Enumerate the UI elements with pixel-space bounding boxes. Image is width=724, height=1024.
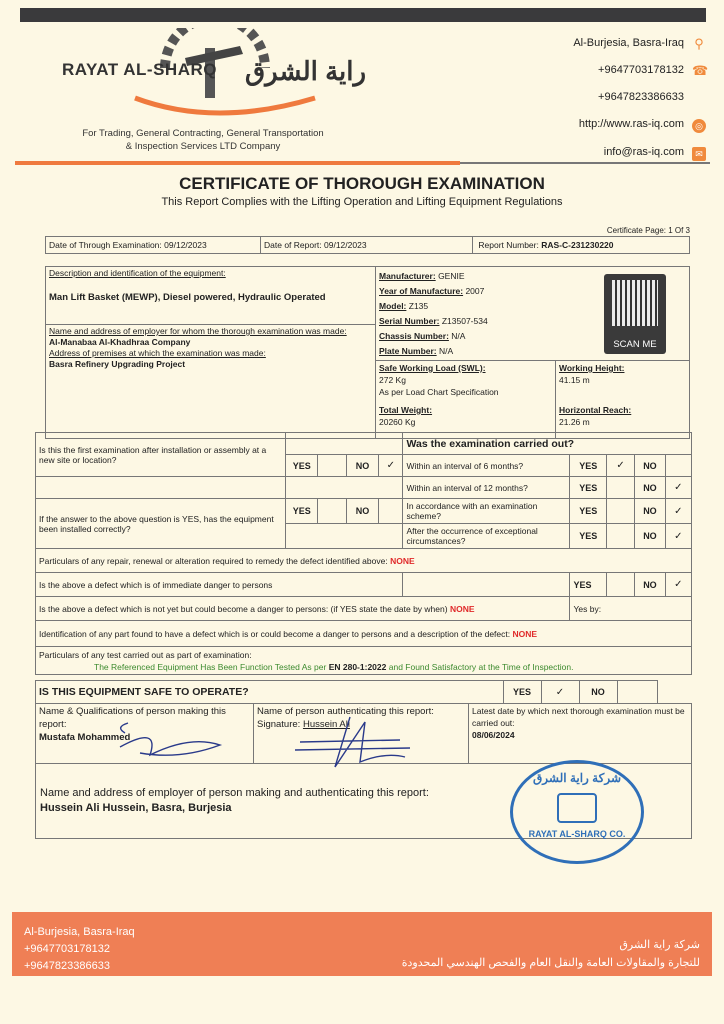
globe-icon: ◎ — [692, 119, 706, 133]
yes-by-field: Yes by: — [569, 596, 692, 621]
checkbox[interactable] — [317, 454, 347, 477]
location-pin-icon: ⚲ — [694, 36, 704, 51]
yes-label: YES — [285, 498, 319, 524]
checkbox-checked[interactable]: ✓ — [540, 680, 580, 704]
maker-signature — [119, 722, 223, 757]
examination-questions: Is this the first examination after inst… — [34, 432, 693, 675]
load-weight: Safe Working Load (SWL): 272 Kg As per L… — [375, 360, 556, 439]
certificate-page: Certificate Page: 1 Of 3 — [606, 226, 690, 235]
contact-email[interactable]: info@ras-iq.com — [603, 146, 684, 158]
employer-details: Name and address of employer for whom th… — [45, 324, 376, 439]
height-reach: Working Height: 41.15 m Horizontal Reach… — [555, 360, 690, 439]
checkbox-checked[interactable]: ✓ — [664, 476, 693, 499]
company-logo — [134, 28, 316, 116]
report-number: Report Number: RAS-C-231230220 — [472, 236, 690, 254]
contact-phone-2: +9647823386633 — [598, 91, 684, 103]
checkbox[interactable] — [605, 523, 636, 549]
checkbox[interactable] — [605, 476, 636, 499]
yes-label: YES — [502, 680, 542, 704]
contact-address: Al-Burjesia, Basra-Iraq — [573, 37, 684, 49]
top-bar — [20, 8, 706, 22]
checkbox[interactable] — [605, 572, 636, 597]
footer-band: Al-Burjesia, Basra-Iraq +9647703178132 +… — [12, 912, 712, 976]
checkbox-checked[interactable]: ✓ — [605, 454, 636, 477]
authenticator-signature — [294, 716, 411, 768]
question-first-exam: Is this the first examination after inst… — [34, 432, 287, 477]
email-icon: ✉ — [692, 147, 706, 161]
phone-icon: ☎ — [692, 63, 709, 78]
safe-to-operate-row: IS THIS EQUIPMENT SAFE TO OPERATE? YES ✓… — [35, 680, 692, 704]
checkbox-checked[interactable]: ✓ — [664, 498, 693, 524]
no-label: NO — [345, 498, 380, 524]
defect-identification: Identification of any part found to have… — [35, 620, 692, 647]
yes-label: YES — [569, 498, 607, 524]
company-tagline: For Trading, General Contracting, Genera… — [58, 127, 348, 153]
yes-label: YES — [285, 454, 319, 477]
qr-pattern — [612, 280, 658, 326]
footer-contact: Al-Burjesia, Basra-Iraq +9647703178132 +… — [24, 926, 135, 972]
document-subtitle: This Report Complies with the Lifting Op… — [161, 196, 563, 208]
carried-out-title: Was the examination carried out? — [402, 432, 692, 455]
exceptional-circumstances: After the occurrence of exceptional circ… — [402, 523, 571, 549]
future-danger-question: Is the above a defect which is not yet b… — [34, 596, 571, 621]
dates-row: Date of Through Examination: 09/12/2023 … — [45, 236, 690, 254]
examination-scheme: In accordance with an examination scheme… — [402, 498, 571, 524]
no-label: NO — [578, 680, 618, 704]
header-divider-gray — [460, 162, 710, 164]
checkbox[interactable] — [616, 680, 658, 704]
next-examination: Latest date by which next thorough exami… — [468, 703, 692, 764]
yes-label: YES — [569, 454, 607, 477]
brand-name-arabic: راية الشرق — [245, 56, 367, 86]
checkbox[interactable] — [664, 454, 693, 477]
checkbox[interactable] — [378, 498, 404, 524]
interval-6-months: Within an interval of 6 months? — [402, 454, 571, 477]
tagline-line: For Trading, General Contracting, Genera… — [82, 128, 324, 139]
exam-date: Date of Through Examination: 09/12/2023 — [45, 236, 261, 254]
no-label: NO — [634, 476, 666, 499]
brand-name-english: RAYAT AL-SHARQ — [62, 60, 217, 79]
checkbox-checked[interactable]: ✓ — [664, 572, 693, 597]
no-label: NO — [634, 572, 666, 597]
checkbox-checked[interactable]: ✓ — [378, 454, 404, 477]
no-label: NO — [634, 454, 666, 477]
checkbox[interactable] — [317, 498, 347, 524]
document-title: CERTIFICATE OF THOROUGH EXAMINATION — [179, 174, 545, 193]
yes-label: YES — [569, 476, 607, 499]
no-label: NO — [345, 454, 380, 477]
equipment-table: Description and identification of the eq… — [45, 266, 690, 439]
header-divider-orange — [15, 161, 460, 165]
equipment-description: Description and identification of the eq… — [45, 266, 376, 325]
interval-12-months: Within an interval of 12 months? — [402, 476, 571, 499]
yes-label: YES — [569, 572, 607, 597]
qr-code[interactable]: SCAN ME — [604, 274, 666, 354]
footer-arabic: شركة راية الشرق للتجارة والمقاولات العام… — [401, 939, 700, 969]
yes-label: YES — [569, 523, 607, 549]
question-installed-correctly: If the answer to the above question is Y… — [34, 498, 287, 549]
checkbox-checked[interactable]: ✓ — [664, 523, 693, 549]
contact-phone-1: +9647703178132 — [598, 64, 684, 76]
repair-particulars: Particulars of any repair, renewal or al… — [35, 548, 692, 573]
no-label: NO — [634, 498, 666, 524]
contact-website[interactable]: http://www.ras-iq.com — [578, 118, 684, 130]
immediate-danger-question: Is the above a defect which is of immedi… — [34, 572, 404, 597]
no-label: NO — [634, 523, 666, 549]
company-stamp: شركة راية الشرق RAYAT AL-SHARQ CO. — [510, 760, 644, 864]
checkbox[interactable] — [605, 498, 636, 524]
qr-label: SCAN ME — [613, 339, 657, 350]
report-maker: Name & Qualifications of person making t… — [35, 703, 254, 764]
safe-question: IS THIS EQUIPMENT SAFE TO OPERATE? — [35, 680, 436, 704]
tagline-line: & Inspection Services LTD Company — [125, 141, 281, 152]
test-particulars: Particulars of any test carried out as p… — [35, 646, 692, 675]
report-date: Date of Report: 09/12/2023 — [260, 236, 473, 254]
stamp-logo — [557, 793, 597, 823]
